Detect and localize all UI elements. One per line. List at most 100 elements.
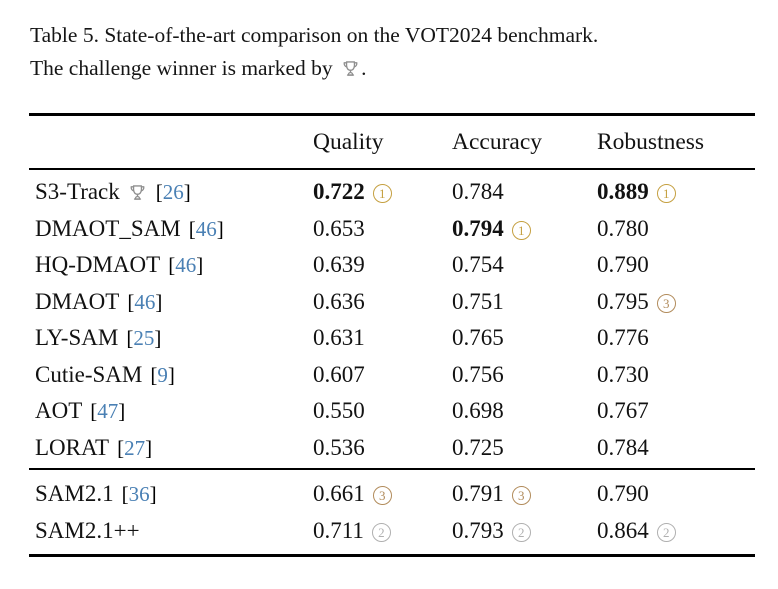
method-name: Cutie-SAM	[35, 361, 143, 387]
results-table: Quality Accuracy Robustness S3-Track [26…	[29, 113, 755, 557]
trophy-icon	[343, 61, 358, 76]
metric-cell: 0.536	[313, 435, 452, 461]
table-row: LY-SAM [25] 0.631 0.765 0.776	[29, 320, 755, 357]
metric-cell: 0.795 3	[597, 289, 755, 315]
column-header-accuracy: Accuracy	[452, 128, 543, 155]
metric-value: 0.756	[452, 361, 504, 387]
metric-cell: 0.784	[597, 435, 755, 461]
citation-number[interactable]: 46	[134, 289, 156, 314]
citation-link[interactable]: [36]	[121, 482, 157, 507]
metric-cell: 0.784	[452, 179, 597, 205]
table-row: DMAOT [46] 0.636 0.751 0.795 3	[29, 284, 755, 321]
method-name: DMAOT	[35, 288, 120, 314]
rank-medal-3: 3	[656, 293, 676, 313]
method-cell: AOT [47]	[29, 398, 313, 424]
metric-value: 0.698	[452, 398, 504, 424]
metric-cell: 0.765	[452, 325, 597, 351]
citation-number[interactable]: 36	[128, 482, 150, 507]
metric-cell: 0.793 2	[452, 518, 597, 544]
citation-link[interactable]: [27]	[117, 435, 153, 460]
metric-value: 0.864	[597, 517, 649, 543]
metric-value: 0.784	[452, 179, 504, 205]
metric-value: 0.725	[452, 434, 504, 460]
metric-value: 0.536	[313, 434, 365, 460]
metric-value: 0.754	[452, 252, 504, 278]
metric-value: 0.794	[452, 215, 504, 241]
method-cell: Cutie-SAM [9]	[29, 362, 313, 388]
metric-value: 0.776	[597, 325, 649, 351]
citation-number[interactable]: 47	[97, 399, 119, 424]
citation-number[interactable]: 46	[195, 216, 217, 241]
citation-link[interactable]: [46]	[168, 253, 204, 278]
metric-cell: 0.864 2	[597, 518, 755, 544]
method-name: S3-Track	[35, 179, 120, 205]
metric-value: 0.751	[452, 288, 504, 314]
method-cell: DMAOT [46]	[29, 289, 313, 315]
method-name: SAM2.1++	[35, 517, 140, 543]
metric-cell: 0.711 2	[313, 518, 452, 544]
method-name: AOT	[35, 398, 83, 424]
citation-link[interactable]: [9]	[150, 362, 175, 387]
citation-link[interactable]: [25]	[126, 326, 162, 351]
method-name: LORAT	[35, 434, 110, 460]
method-cell: S3-Track [26]	[29, 179, 313, 205]
rank-medal-1: 1	[372, 184, 392, 204]
citation-link[interactable]: [47]	[90, 399, 126, 424]
rank-medal-3: 3	[511, 486, 531, 506]
metric-value: 0.889	[597, 179, 649, 205]
metric-cell: 0.776	[597, 325, 755, 351]
citation-number[interactable]: 27	[124, 435, 146, 460]
method-cell: LY-SAM [25]	[29, 325, 313, 351]
citation-number[interactable]: 46	[175, 253, 197, 278]
column-header-quality: Quality	[313, 128, 384, 155]
metric-cell: 0.607	[313, 362, 452, 388]
metric-cell: 0.754	[452, 252, 597, 278]
citation-number[interactable]: 25	[133, 326, 155, 351]
citation-link[interactable]: [46]	[127, 289, 163, 314]
metric-cell: 0.636	[313, 289, 452, 315]
rank-medal-1: 1	[656, 184, 676, 204]
metric-value: 0.780	[597, 215, 649, 241]
citation-link[interactable]: [26]	[155, 180, 191, 205]
metric-cell: 0.639	[313, 252, 452, 278]
metric-value: 0.636	[313, 288, 365, 314]
table-row: LORAT [27] 0.536 0.725 0.784	[29, 430, 755, 467]
metric-cell: 0.725	[452, 435, 597, 461]
caption-period: .	[361, 56, 367, 80]
caption-line2: The challenge winner is marked by	[30, 56, 339, 80]
citation-link[interactable]: [46]	[188, 216, 224, 241]
metric-value: 0.791	[452, 481, 504, 507]
metric-value: 0.607	[313, 361, 365, 387]
rank-medal-2: 2	[511, 522, 531, 542]
metric-value: 0.550	[313, 398, 365, 424]
method-name: DMAOT_SAM	[35, 215, 181, 241]
metric-cell: 0.631	[313, 325, 452, 351]
table-row: SAM2.1++ 0.711 2 0.793 2 0.864 2	[29, 513, 755, 550]
metric-value: 0.711	[313, 517, 364, 543]
metric-cell: 0.790	[597, 252, 755, 278]
method-cell: LORAT [27]	[29, 435, 313, 461]
metric-cell: 0.661 3	[313, 481, 452, 507]
rank-medal-2: 2	[371, 522, 391, 542]
citation-number[interactable]: 26	[162, 180, 184, 205]
table-group-main: S3-Track [26] 0.722 1 0.784 0.889 1 DMAOT_SAM[…	[29, 170, 755, 470]
table-caption: Table 5. State-of-the-art comparison on …	[30, 19, 756, 85]
metric-cell: 0.767	[597, 398, 755, 424]
metric-value: 0.784	[597, 434, 649, 460]
metric-cell: 0.653	[313, 216, 452, 242]
metric-cell: 0.790	[597, 481, 755, 507]
metric-value: 0.631	[313, 325, 365, 351]
metric-value: 0.653	[313, 215, 365, 241]
method-cell: SAM2.1 [36]	[29, 481, 313, 507]
metric-value: 0.767	[597, 398, 649, 424]
rank-medal-1: 1	[511, 220, 531, 240]
table-header-row: Quality Accuracy Robustness	[29, 116, 755, 170]
table-group-sam: SAM2.1 [36] 0.661 3 0.791 3 0.790 SAM2.1++ 0.711…	[29, 470, 755, 554]
table-row: HQ-DMAOT [46] 0.639 0.754 0.790	[29, 247, 755, 284]
rank-medal-2: 2	[656, 522, 676, 542]
table-row: DMAOT_SAM [46] 0.653 0.794 1 0.780	[29, 211, 755, 248]
metric-value: 0.765	[452, 325, 504, 351]
citation-number[interactable]: 9	[157, 362, 168, 387]
method-name: LY-SAM	[35, 325, 119, 351]
